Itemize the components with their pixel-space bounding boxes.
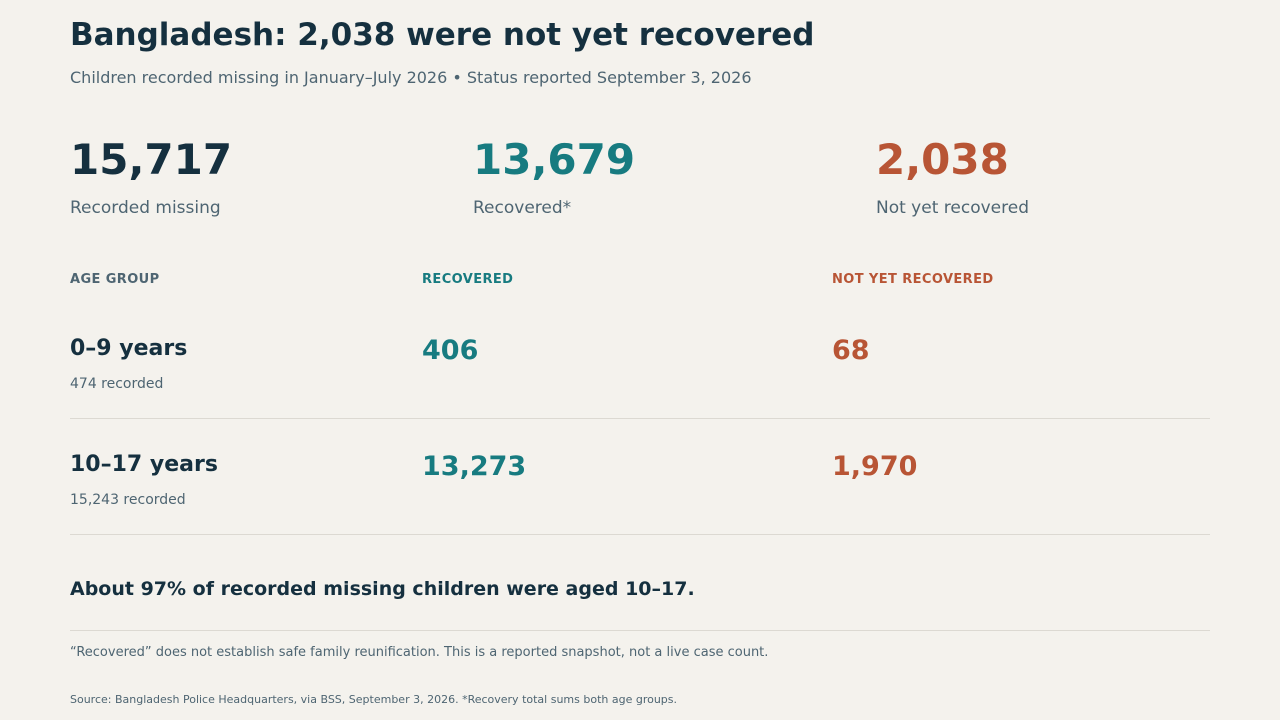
stat-recorded-missing: 15,717 Recorded missing: [70, 134, 232, 218]
stat-value: 2,038: [876, 135, 1009, 184]
page-subtitle: Children recorded missing in January–Jul…: [70, 68, 752, 87]
page-title: Bangladesh: 2,038 were not yet recovered: [70, 17, 815, 53]
stat-label: Recovered*: [473, 198, 572, 218]
stat-label: Recorded missing: [70, 198, 221, 218]
key-takeaway: About 97% of recorded missing children w…: [70, 578, 695, 600]
stat-value: 13,679: [473, 135, 636, 184]
section-divider: [70, 630, 1210, 631]
row-divider: [70, 418, 1210, 419]
row-not-recovered-value: 68: [832, 335, 870, 366]
source-note: Source: Bangladesh Police Headquarters, …: [70, 693, 678, 706]
stat-not-yet-recovered: 2,038 Not yet recovered: [876, 134, 1029, 218]
stat-recovered: 13,679 Recovered*: [473, 134, 635, 218]
row-age-group: 10–17 years: [70, 452, 218, 477]
column-header-not-yet-recovered: NOT YET RECOVERED: [832, 272, 994, 287]
infographic: Bangladesh: 2,038 were not yet recovered…: [70, 0, 1210, 720]
row-divider: [70, 534, 1210, 535]
row-not-recovered-value: 1,970: [832, 451, 918, 482]
row-recorded-count: 15,243 recorded: [70, 492, 186, 508]
row-age-group: 0–9 years: [70, 336, 188, 361]
column-header-age-group: AGE GROUP: [70, 272, 160, 287]
stat-label: Not yet recovered: [876, 198, 1029, 218]
column-header-recovered: RECOVERED: [422, 272, 514, 287]
row-recovered-value: 406: [422, 335, 479, 366]
row-recorded-count: 474 recorded: [70, 376, 164, 392]
stat-value: 15,717: [70, 135, 233, 184]
footnote: “Recovered” does not establish safe fami…: [70, 645, 769, 660]
row-recovered-value: 13,273: [422, 451, 527, 482]
